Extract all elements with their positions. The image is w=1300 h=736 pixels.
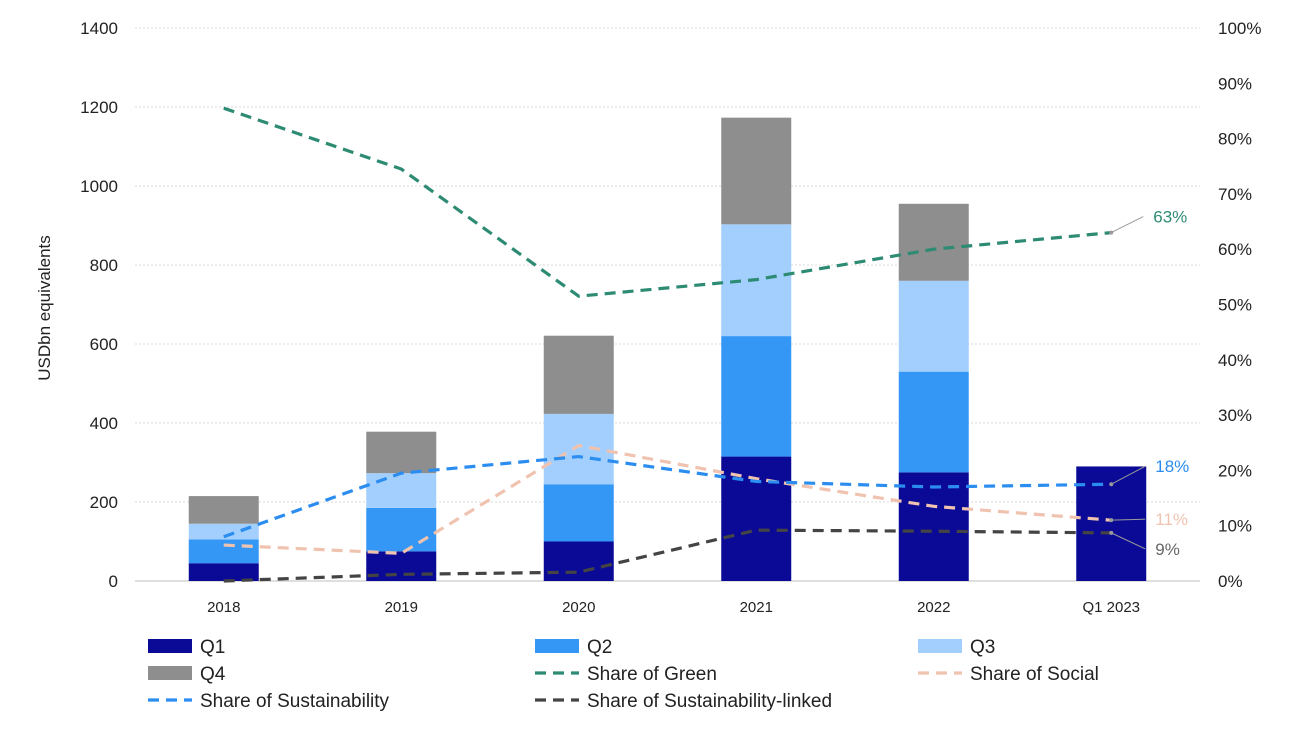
annotation-leader xyxy=(1111,216,1144,234)
annotation-label: 11% xyxy=(1155,510,1188,529)
annotation-leader xyxy=(1111,518,1146,521)
x-tick-label: Q1 2023 xyxy=(1082,599,1140,616)
line-share-of-social xyxy=(223,443,1112,555)
y-tick-label: 1000 xyxy=(80,177,118,196)
y2-tick-label: 90% xyxy=(1218,74,1252,93)
annotation-dot xyxy=(1109,482,1114,487)
y2-tick-label: 0% xyxy=(1218,572,1243,591)
line-share-of-sustainability xyxy=(223,454,1112,539)
annotation-dot xyxy=(1109,230,1114,235)
legend: Q1 Q2 Q3 Q4 Share of Green Share of Social Sha… xyxy=(148,637,1099,712)
legend-swatch xyxy=(148,666,192,680)
legend-label: Q3 xyxy=(970,637,995,658)
bar-q1 xyxy=(188,563,259,581)
x-tick-label: 2021 xyxy=(740,599,773,616)
y2-tick-label: 50% xyxy=(1218,296,1252,315)
bar-q2 xyxy=(898,371,969,473)
annotation-label: 18% xyxy=(1155,457,1189,476)
legend-label: Share of Sustainability xyxy=(200,691,390,712)
bar-q3 xyxy=(543,413,614,485)
lines xyxy=(223,106,1112,583)
legend-label: Share of Green xyxy=(587,664,717,685)
bar-q4 xyxy=(543,335,614,414)
y2-tick-label: 30% xyxy=(1218,406,1252,425)
annotation-leader xyxy=(1111,532,1146,550)
legend-label: Share of Social xyxy=(970,664,1099,685)
bar-q4 xyxy=(366,431,437,474)
x-tick-label: 2019 xyxy=(385,599,418,616)
bar-q2 xyxy=(543,484,614,542)
y-tick-label: 200 xyxy=(90,493,118,512)
y-axis-label: USDbn equivalents xyxy=(35,235,54,381)
bar-q3 xyxy=(188,523,259,540)
y-tick-label: 400 xyxy=(90,414,118,433)
legend-swatch xyxy=(148,639,192,653)
legend-label: Q1 xyxy=(200,637,225,658)
bar-q4 xyxy=(898,203,969,281)
line-share-of-green xyxy=(223,106,1112,298)
legend-label: Q4 xyxy=(200,664,226,685)
annotation-leader xyxy=(1111,465,1146,485)
x-tick-label: 2018 xyxy=(207,599,240,616)
line-share-of-sustainability-linked xyxy=(223,528,1112,583)
legend-swatch xyxy=(918,639,962,653)
bar-q1 xyxy=(543,541,614,581)
bar-q1 xyxy=(898,472,969,581)
annotations: 63% 18% 11% 9% xyxy=(1109,208,1189,559)
legend-label: Share of Sustainability-linked xyxy=(587,691,832,712)
annotation-dot xyxy=(1109,518,1114,523)
gridlines xyxy=(135,27,1200,582)
x-tick-label: 2022 xyxy=(917,599,950,616)
y-tick-label: 800 xyxy=(90,256,118,275)
bar-q2 xyxy=(366,507,437,552)
y-tick-label: 0 xyxy=(109,572,118,591)
y2-tick-label: 60% xyxy=(1218,240,1252,259)
y-tick-label: 600 xyxy=(90,335,118,354)
bar-q3 xyxy=(898,280,969,372)
y2-tick-label: 100% xyxy=(1218,19,1261,38)
annotation-dot xyxy=(1109,530,1114,535)
x-tick-label: 2020 xyxy=(562,599,595,616)
annotation-label: 9% xyxy=(1155,540,1180,559)
legend-swatch xyxy=(535,639,579,653)
y2-tick-label: 10% xyxy=(1218,517,1252,536)
y2-tick-label: 20% xyxy=(1218,461,1252,480)
y2-tick-label: 80% xyxy=(1218,130,1252,149)
bar-q4 xyxy=(188,496,259,524)
y-tick-label: 1200 xyxy=(80,98,118,117)
y2-tick-label: 70% xyxy=(1218,185,1252,204)
annotation-label: 63% xyxy=(1153,208,1187,227)
axes: USDbn equivalents 0 200 400 600 800 1000 1200 1… xyxy=(35,19,1261,616)
bar-q4 xyxy=(721,117,792,225)
bar-q2 xyxy=(721,336,792,457)
bar-q2 xyxy=(188,539,259,564)
bar-q3 xyxy=(366,473,437,508)
y-tick-label: 1400 xyxy=(80,19,118,38)
y2-tick-label: 40% xyxy=(1218,351,1252,370)
legend-label: Q2 xyxy=(587,637,612,658)
